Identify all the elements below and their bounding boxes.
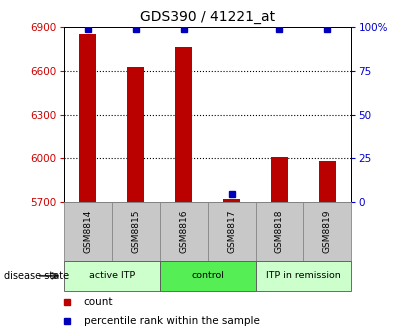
Bar bbox=[79, 34, 96, 202]
Bar bbox=[271, 157, 288, 202]
Bar bbox=[175, 47, 192, 202]
Text: GSM8818: GSM8818 bbox=[275, 210, 284, 253]
Text: control: control bbox=[191, 271, 224, 280]
Bar bbox=[319, 161, 336, 202]
Bar bbox=[303, 202, 351, 261]
Bar bbox=[127, 67, 144, 202]
Bar bbox=[159, 261, 256, 291]
Text: count: count bbox=[84, 297, 113, 307]
Bar bbox=[256, 202, 303, 261]
Bar bbox=[159, 202, 208, 261]
Title: GDS390 / 41221_at: GDS390 / 41221_at bbox=[140, 10, 275, 25]
Text: GSM8814: GSM8814 bbox=[83, 210, 92, 253]
Bar bbox=[256, 261, 351, 291]
Text: ITP in remission: ITP in remission bbox=[266, 271, 341, 280]
Text: active ITP: active ITP bbox=[88, 271, 135, 280]
Text: disease state: disease state bbox=[4, 271, 69, 281]
Bar bbox=[64, 261, 159, 291]
Text: GSM8819: GSM8819 bbox=[323, 210, 332, 253]
Text: GSM8815: GSM8815 bbox=[131, 210, 140, 253]
Text: GSM8816: GSM8816 bbox=[179, 210, 188, 253]
Bar bbox=[208, 202, 256, 261]
Bar bbox=[112, 202, 159, 261]
Bar bbox=[223, 199, 240, 202]
Bar bbox=[64, 202, 112, 261]
Text: GSM8817: GSM8817 bbox=[227, 210, 236, 253]
Text: percentile rank within the sample: percentile rank within the sample bbox=[84, 316, 260, 326]
